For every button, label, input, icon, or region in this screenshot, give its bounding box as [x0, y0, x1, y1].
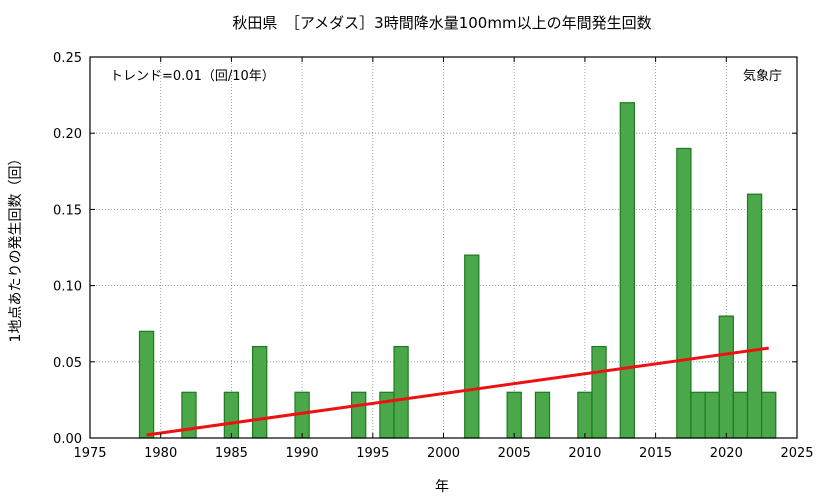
x-tick-label: 2010	[568, 446, 601, 461]
y-axis-ticks: 0.00 0.05 0.10 0.15 0.20 0.25	[53, 51, 797, 447]
bar-1987	[252, 345, 268, 439]
bar-2010	[577, 391, 593, 439]
bar-2005	[506, 391, 522, 439]
y-tick-label: 0.10	[53, 280, 82, 295]
x-tick-label: 2015	[639, 446, 672, 461]
bars	[138, 102, 777, 439]
x-tick-label: 1995	[356, 446, 389, 461]
x-tick-label: 1980	[144, 446, 177, 461]
bar-1985	[223, 391, 240, 439]
chart-title: 秋田県 ［アメダス］3時間降水量100mm以上の年間発生回数	[232, 14, 651, 32]
x-axis-ticks: 1975 1980 1985 1990 1995 2000 2005 2010 2015 2020…	[73, 57, 814, 461]
bar-2017	[676, 147, 692, 439]
trend-line	[146, 346, 769, 437]
source-label: 気象庁	[743, 68, 782, 84]
bar-2007	[534, 391, 551, 439]
x-tick-label: 2020	[710, 446, 743, 461]
trend-annotation: トレンド=0.01（回/10年）	[110, 69, 275, 84]
x-tick-label: 2025	[780, 446, 813, 461]
y-tick-label: 0.25	[53, 51, 82, 66]
bar-2019	[704, 391, 720, 439]
bar-2002	[464, 254, 480, 439]
bar-1996	[379, 391, 395, 439]
y-tick-label: 0.00	[53, 432, 82, 447]
bar-2018	[690, 391, 706, 439]
bar-2011	[591, 345, 607, 439]
grid-lines	[90, 57, 797, 438]
bar-1979	[138, 330, 155, 439]
y-tick-label: 0.15	[53, 203, 82, 218]
bar-2020	[718, 315, 734, 439]
bar-2023	[761, 391, 777, 439]
x-tick-label: 1975	[73, 446, 106, 461]
x-tick-label: 1990	[286, 446, 319, 461]
x-tick-label: 2005	[498, 446, 531, 461]
y-tick-label: 0.20	[53, 127, 82, 142]
x-tick-label: 1985	[215, 446, 248, 461]
bar-1994	[350, 391, 367, 439]
y-axis-label: 1地点あたりの発生回数（回）	[8, 152, 24, 343]
trend-line-group	[146, 346, 769, 437]
bar-1997	[393, 345, 409, 439]
x-tick-label: 2000	[427, 446, 460, 461]
bar-2022	[746, 193, 763, 439]
bar-2013	[619, 102, 635, 439]
x-axis-label: 年	[435, 479, 449, 495]
y-tick-label: 0.05	[53, 356, 82, 371]
bar-2021	[732, 391, 749, 439]
